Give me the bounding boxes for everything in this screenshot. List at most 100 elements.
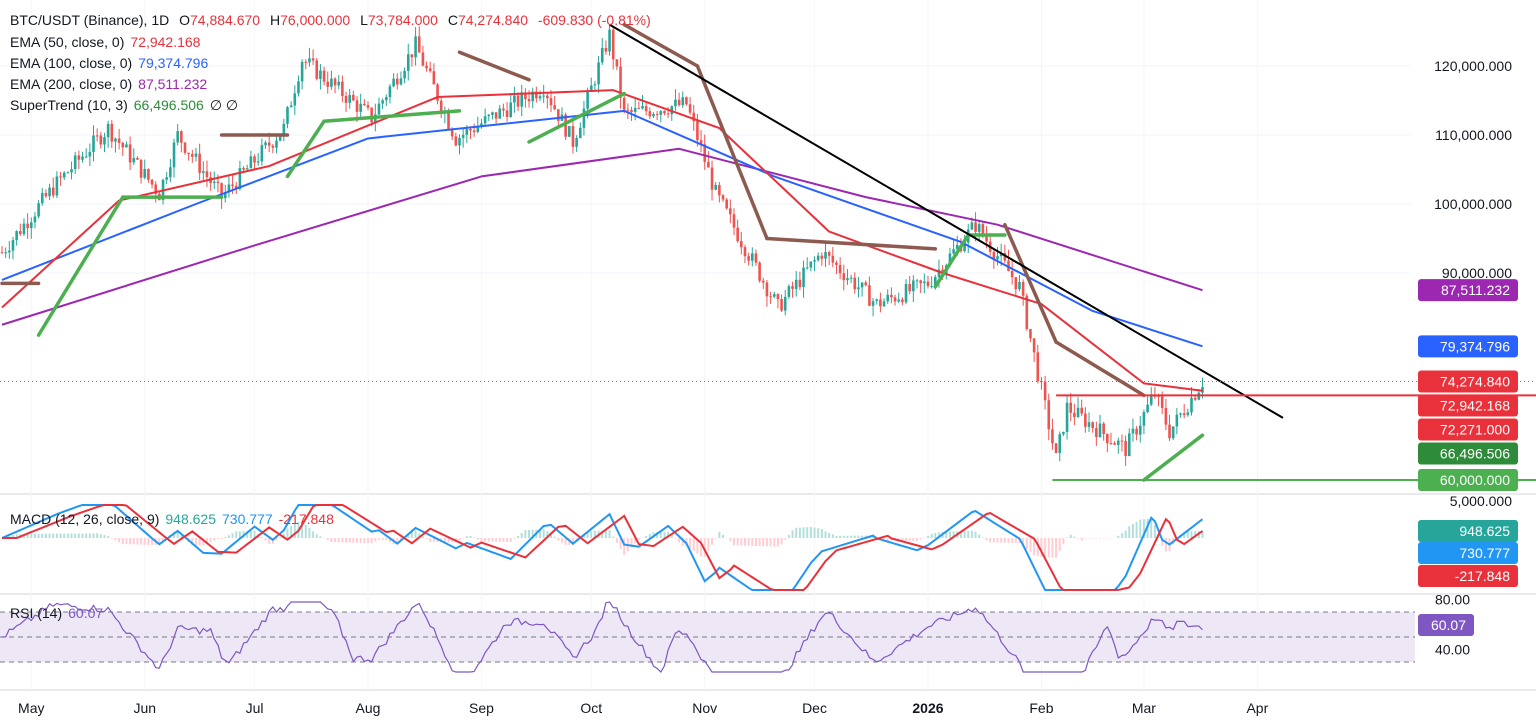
candle-body [377, 103, 381, 115]
rsi-axis-label: 80.00 [1435, 592, 1470, 608]
candle-body [1010, 271, 1014, 278]
candle-body [278, 135, 282, 141]
candle-body [180, 131, 183, 143]
candle-body [538, 96, 542, 99]
candle-body [860, 282, 864, 288]
candle-body [553, 105, 556, 110]
macd-histogram-bar [290, 526, 293, 538]
candle-body [1091, 422, 1094, 429]
candle-body [937, 269, 941, 278]
macd-legend[interactable]: MACD (12, 26, close, 9) 948.625 730.777 -21… [10, 511, 340, 527]
open-label: O [179, 12, 191, 28]
candle-body [311, 58, 315, 61]
candle-body [718, 184, 721, 196]
candle-body [461, 134, 465, 138]
ema200-legend[interactable]: EMA (200, close, 0) 87,511.232 [10, 76, 213, 92]
candle-body [1021, 281, 1025, 296]
rsi-tag [1418, 614, 1474, 636]
macd-label: MACD (12, 26, close, 9) [10, 511, 160, 527]
macd-histogram-bar [352, 538, 355, 543]
macd-histogram-bar [670, 535, 673, 538]
candle-body [743, 247, 747, 257]
rsi-legend[interactable]: RSI (14) 60.07 [10, 605, 109, 621]
candle-body [29, 222, 33, 229]
macd-histogram-bar [1011, 538, 1014, 543]
time-axis[interactable]: May Jun Jul Aug Sep Oct Nov Dec 2026 Feb Mar Apr [18, 700, 1269, 716]
candle-body [611, 29, 615, 60]
candle-body [51, 187, 55, 196]
candle-body [527, 99, 531, 102]
ema50-legend[interactable]: EMA (50, close, 0) 72,942.168 [10, 34, 206, 50]
macd-histogram-bar [1055, 538, 1058, 558]
candle-body [546, 95, 549, 99]
candle-body [663, 111, 666, 114]
macd-histogram-bar [103, 535, 106, 538]
supertrend-legend[interactable]: SuperTrend (10, 3) 66,496.506 ∅ ∅ [10, 97, 244, 114]
macd-histogram-bar [637, 538, 640, 540]
macd-histogram-bar [227, 535, 230, 538]
candle-body [846, 278, 849, 281]
macd-histogram-bar [301, 521, 304, 538]
candle-body [297, 81, 300, 94]
candle-body [88, 151, 92, 157]
ema100-line [1, 109, 1203, 348]
macd-histogram-bar [700, 538, 703, 557]
candle-body [838, 264, 842, 274]
candle-body [183, 142, 187, 153]
macd-line [1, 504, 1204, 591]
candle-body [73, 155, 77, 170]
candle-body [249, 156, 253, 169]
candle-body [582, 108, 586, 128]
candle-body [897, 299, 900, 302]
candle-body [359, 103, 362, 112]
price-tag-label: 87,511.232 [1441, 282, 1510, 298]
candle-body [868, 285, 871, 306]
candle-body [626, 109, 630, 111]
macd-histogram-bar [1139, 519, 1142, 538]
macd-histogram-bar [831, 534, 834, 538]
macd-histogram-bar [590, 531, 593, 538]
candle-body [322, 70, 326, 82]
candle-body [81, 156, 84, 160]
candle-body [242, 168, 245, 170]
candle-body [191, 154, 194, 157]
candle-body [476, 126, 480, 133]
candle-body [172, 142, 176, 168]
macd-line-value: 730.777 [222, 511, 273, 527]
macd-histogram-bar [158, 538, 161, 546]
macd-histogram-bar [151, 538, 154, 546]
ema100-legend[interactable]: EMA (100, close, 0) 79,374.796 [10, 55, 214, 71]
macd-histogram-bar [260, 537, 263, 538]
macd-histogram-bar [1190, 531, 1193, 538]
macd-histogram-bar [930, 533, 933, 538]
candle-body [205, 171, 209, 178]
candle-body [1168, 424, 1171, 439]
time-tick-label: Oct [580, 700, 602, 716]
macd-histogram-bar [107, 535, 110, 538]
candle-body [106, 123, 110, 138]
candle-body [952, 249, 955, 254]
ema100-label: EMA (100, close, 0) [10, 55, 133, 71]
close-value: 74,274.840 [457, 12, 529, 28]
macd-histogram-bar [205, 538, 208, 544]
macd-histogram-bar [385, 538, 388, 541]
candle-body [721, 195, 725, 200]
supertrend-segment [527, 91, 626, 144]
macd-histogram-bar [52, 533, 55, 538]
symbol-title[interactable]: BTC/USDT (Binance), 1D [10, 12, 170, 28]
macd-histogram-bar [44, 533, 47, 538]
candle-body [659, 111, 663, 115]
macd-histogram-bar [1131, 524, 1134, 538]
macd-histogram-bar [630, 538, 633, 548]
macd-histogram-bar [689, 538, 692, 549]
candle-body [696, 121, 699, 141]
candle-body [264, 142, 267, 146]
price-axis[interactable]: 120,000.000 110,000.000 100,000.000 90,000.… [1434, 58, 1512, 658]
macd-histogram-bar [634, 538, 637, 544]
candle-body [685, 97, 688, 105]
candle-body [289, 105, 293, 108]
macd-histogram-bar [213, 538, 216, 541]
candle-body [776, 294, 780, 300]
macd-histogram-bar [1077, 538, 1080, 539]
